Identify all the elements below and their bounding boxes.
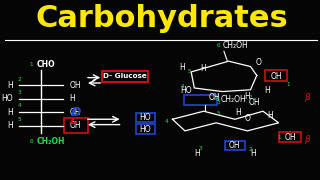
Text: O: O: [244, 114, 250, 123]
Text: H: H: [179, 63, 185, 72]
Text: 5: 5: [188, 69, 192, 74]
FancyBboxPatch shape: [225, 141, 245, 150]
Text: H: H: [235, 109, 241, 118]
Text: 3: 3: [18, 90, 21, 95]
Text: HO: HO: [140, 113, 151, 122]
FancyBboxPatch shape: [64, 118, 88, 133]
Text: HO: HO: [180, 86, 192, 95]
Text: H: H: [7, 108, 13, 117]
Text: H: H: [244, 91, 250, 100]
Text: H: H: [69, 94, 75, 103]
Text: H: H: [201, 64, 206, 73]
Text: O: O: [255, 58, 261, 68]
FancyBboxPatch shape: [279, 132, 301, 142]
Text: 6: 6: [216, 44, 220, 48]
Text: β: β: [304, 135, 309, 144]
Text: OH: OH: [249, 98, 260, 107]
Text: OH: OH: [69, 81, 81, 90]
Text: HO: HO: [2, 94, 13, 103]
Text: 6: 6: [30, 139, 34, 144]
Text: OH: OH: [70, 121, 82, 130]
FancyBboxPatch shape: [136, 113, 155, 122]
Text: CH₂OH: CH₂OH: [221, 95, 247, 104]
Text: Carbohydrates: Carbohydrates: [35, 4, 288, 33]
Text: 4: 4: [165, 120, 168, 124]
Text: 2: 2: [249, 95, 253, 100]
Text: H: H: [265, 86, 270, 95]
FancyBboxPatch shape: [102, 71, 148, 82]
Text: 1: 1: [286, 82, 290, 87]
Text: 5: 5: [216, 111, 220, 116]
Text: 1: 1: [277, 135, 281, 140]
Text: CHO: CHO: [37, 60, 55, 69]
Text: OH: OH: [285, 133, 296, 142]
Text: OH: OH: [69, 108, 81, 117]
Text: OH: OH: [208, 93, 220, 102]
Text: CH₂OH: CH₂OH: [37, 137, 65, 146]
Text: D- Glucose: D- Glucose: [103, 73, 147, 79]
Text: 3: 3: [216, 100, 220, 105]
Text: H: H: [194, 149, 200, 158]
Text: 5: 5: [18, 117, 21, 122]
Text: H: H: [7, 81, 13, 90]
Text: β: β: [304, 93, 309, 102]
Text: OH: OH: [229, 141, 241, 150]
Text: 2: 2: [249, 147, 253, 152]
Text: H: H: [7, 121, 13, 130]
Text: 6: 6: [216, 97, 219, 102]
Text: 4: 4: [180, 84, 184, 89]
FancyBboxPatch shape: [265, 71, 287, 81]
Text: 2: 2: [18, 76, 21, 82]
Text: CH₂OH: CH₂OH: [222, 42, 248, 51]
Text: H: H: [268, 111, 273, 120]
FancyBboxPatch shape: [184, 95, 217, 105]
Text: OH: OH: [271, 71, 282, 80]
FancyBboxPatch shape: [136, 124, 155, 134]
Text: 1: 1: [30, 62, 34, 67]
Text: 3: 3: [199, 146, 203, 151]
Text: HO: HO: [140, 125, 151, 134]
Text: H: H: [251, 149, 256, 158]
Text: D: D: [70, 107, 81, 120]
Text: 4: 4: [18, 103, 21, 108]
